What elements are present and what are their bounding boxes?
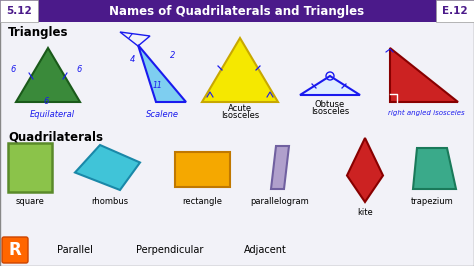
Text: Scalene: Scalene [146,110,179,119]
Polygon shape [347,138,383,202]
Bar [0,0,38,22]
Text: Obtuse: Obtuse [315,100,345,109]
Polygon shape [413,148,456,189]
FancyBboxPatch shape [2,237,28,263]
Text: Isosceles: Isosceles [221,111,259,120]
Text: right angled isosceles: right angled isosceles [388,110,465,116]
Bar [436,0,474,22]
Bar [175,152,230,187]
Text: Acute: Acute [228,104,252,113]
Text: R: R [9,241,21,259]
Text: E.12: E.12 [442,6,468,16]
Text: parallelogram: parallelogram [251,197,310,206]
Text: Adjacent: Adjacent [244,245,286,255]
Text: Parallel: Parallel [57,245,93,255]
Polygon shape [16,48,80,102]
Text: rhombus: rhombus [91,197,128,206]
Text: 2: 2 [170,51,175,60]
Text: Names of Quadrilaterals and Triangles: Names of Quadrilaterals and Triangles [109,5,365,18]
Text: 11: 11 [153,81,163,90]
Text: 5.12: 5.12 [6,6,32,16]
Text: Equilateral: Equilateral [30,110,75,119]
Polygon shape [390,48,458,102]
Text: kite: kite [357,208,373,217]
Bar [8,143,52,192]
Text: square: square [16,197,45,206]
Polygon shape [202,38,278,102]
Text: rectangle: rectangle [182,197,222,206]
Text: 6: 6 [43,97,48,106]
Text: Isosceles: Isosceles [311,107,349,116]
Polygon shape [271,146,289,189]
Text: Quadrilaterals: Quadrilaterals [8,130,103,143]
Bar [0,0,474,22]
Polygon shape [300,76,360,95]
Polygon shape [138,45,186,102]
Polygon shape [75,145,140,190]
Text: 4: 4 [130,55,136,64]
Text: 6: 6 [76,65,82,74]
Text: trapezium: trapezium [410,197,453,206]
Text: Perpendicular: Perpendicular [137,245,204,255]
Text: Triangles: Triangles [8,26,69,39]
Text: 6: 6 [10,65,15,74]
